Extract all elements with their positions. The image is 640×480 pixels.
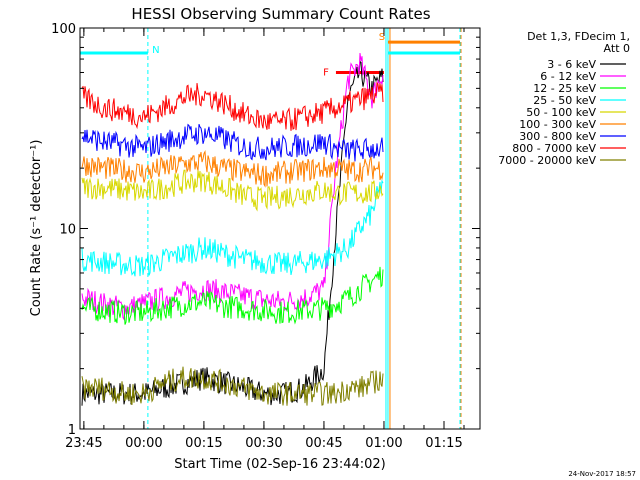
x-tick-label: 00:30 — [245, 436, 282, 451]
legend-label: 3 - 6 keV — [547, 58, 596, 71]
x-tick-label: 01:15 — [425, 436, 462, 451]
legend-label: 300 - 800 keV — [519, 130, 596, 143]
legend-label: 50 - 100 keV — [526, 106, 596, 119]
legend-label: 6 - 12 keV — [540, 70, 596, 83]
x-tick-label: 00:45 — [305, 436, 342, 451]
y-tick-label: 1 — [68, 423, 76, 438]
legend-header-line-1: Det 1,3, FDecim 1, — [527, 30, 630, 43]
y-axis-label: Count Rate (s⁻¹ detector⁻¹) — [29, 140, 44, 317]
ticks-layer: 23:45 00:00 00:15 00:30 00:45 01:00 01:15 1 10 10… — [51, 22, 480, 451]
state-label-s: S — [379, 32, 385, 43]
series-line-300-800-kevkev — [81, 123, 384, 162]
chart-title: HESSI Observing Summary Count Rates — [131, 5, 430, 23]
state-label-n: N — [152, 45, 159, 56]
x-tick-label: 00:00 — [125, 436, 162, 451]
generation-timestamp: 24-Nov-2017 18:57 — [568, 470, 636, 478]
legend-label: 12 - 25 keV — [533, 82, 596, 95]
y-tick-label: 100 — [51, 22, 76, 37]
legend-label: 25 - 50 keV — [533, 94, 596, 107]
annotation-layer: N F S — [80, 28, 462, 429]
legend-header-line-2: Att 0 — [604, 42, 630, 55]
series-line-50-100-kevkev — [81, 169, 384, 212]
series-line-7000-20000-kevkev — [81, 366, 384, 406]
plot-area: N F S 23:45 00:00 00:15 00:30 00:45 01:00 01:15 1… — [51, 22, 481, 451]
series-line-12-25-kevkev — [81, 266, 384, 325]
legend-label: 100 - 300 keV — [519, 118, 596, 131]
plot-frame — [79, 27, 481, 430]
legend-label: 7000 - 20000 keV — [498, 154, 596, 167]
state-label-f: F — [323, 67, 329, 78]
legend-label: 800 - 7000 keV — [512, 142, 596, 155]
y-tick-label: 10 — [59, 223, 76, 238]
x-tick-label: 00:15 — [185, 436, 222, 451]
x-axis-label: Start Time (02-Sep-16 23:44:02) — [174, 457, 385, 472]
series-line-25-50-kevkev — [81, 179, 384, 277]
series-line-100-300-kevkev — [81, 149, 384, 188]
x-tick-label: 23:45 — [65, 436, 102, 451]
series-line-800-7000-kevkev — [81, 81, 384, 131]
x-tick-label: 01:00 — [365, 436, 402, 451]
series-layer — [81, 52, 384, 406]
